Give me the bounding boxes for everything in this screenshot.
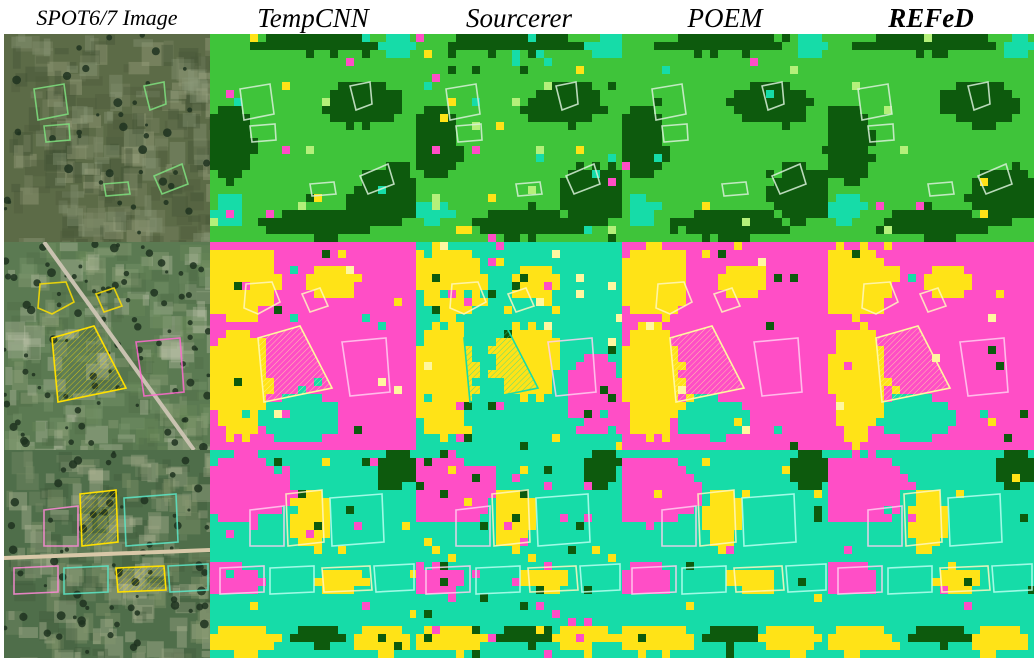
- column-title-poem: POEM: [687, 3, 763, 33]
- panel-row3-refed-map: [828, 450, 1034, 658]
- panel-row3-sourcerer-map: [416, 450, 622, 658]
- column-title-tempcnn: TempCNN: [257, 3, 369, 33]
- panel-graphic: [828, 34, 1034, 242]
- panel-graphic: [622, 450, 828, 658]
- column-title-refed: REFeD: [888, 3, 974, 33]
- panel-row3-tempcnn-map: [210, 450, 416, 658]
- panel-row2-tempcnn-map: [210, 242, 416, 450]
- panel-row1-poem-map: [622, 34, 828, 242]
- panel-row1-tempcnn-map: [210, 34, 416, 242]
- panel-graphic: [4, 34, 210, 242]
- panel-row2-refed-map: [828, 242, 1034, 450]
- panel-row1-refed-map: [828, 34, 1034, 242]
- panel-graphic: [210, 34, 416, 242]
- panel-graphic: [416, 34, 622, 242]
- panel-graphic: [210, 242, 416, 450]
- panel-graphic: [416, 242, 622, 450]
- panel-graphic: [828, 242, 1034, 450]
- panel-graphic: [622, 242, 828, 450]
- panel-row3-poem-map: [622, 450, 828, 658]
- panel-row1-spot-image: [4, 34, 210, 242]
- panel-row1-sourcerer-map: [416, 34, 622, 242]
- panel-graphic: [210, 450, 416, 658]
- column-title-sourcerer: Sourcerer: [466, 3, 572, 33]
- panel-graphic: [4, 242, 210, 450]
- panel-graphic: [828, 450, 1034, 658]
- panel-row2-spot-image: [4, 242, 210, 450]
- column-title-spot: SPOT6/7 Image: [36, 5, 178, 30]
- panel-graphic: [622, 34, 828, 242]
- column-headers: SPOT6/7 Image TempCNN Sourcerer POEM REF…: [0, 0, 1034, 34]
- panel-graphic: [416, 450, 622, 658]
- comparison-grid: [4, 34, 1034, 658]
- panel-row2-sourcerer-map: [416, 242, 622, 450]
- panel-graphic: [4, 450, 210, 658]
- panel-row3-spot-image: [4, 450, 210, 658]
- panel-row2-poem-map: [622, 242, 828, 450]
